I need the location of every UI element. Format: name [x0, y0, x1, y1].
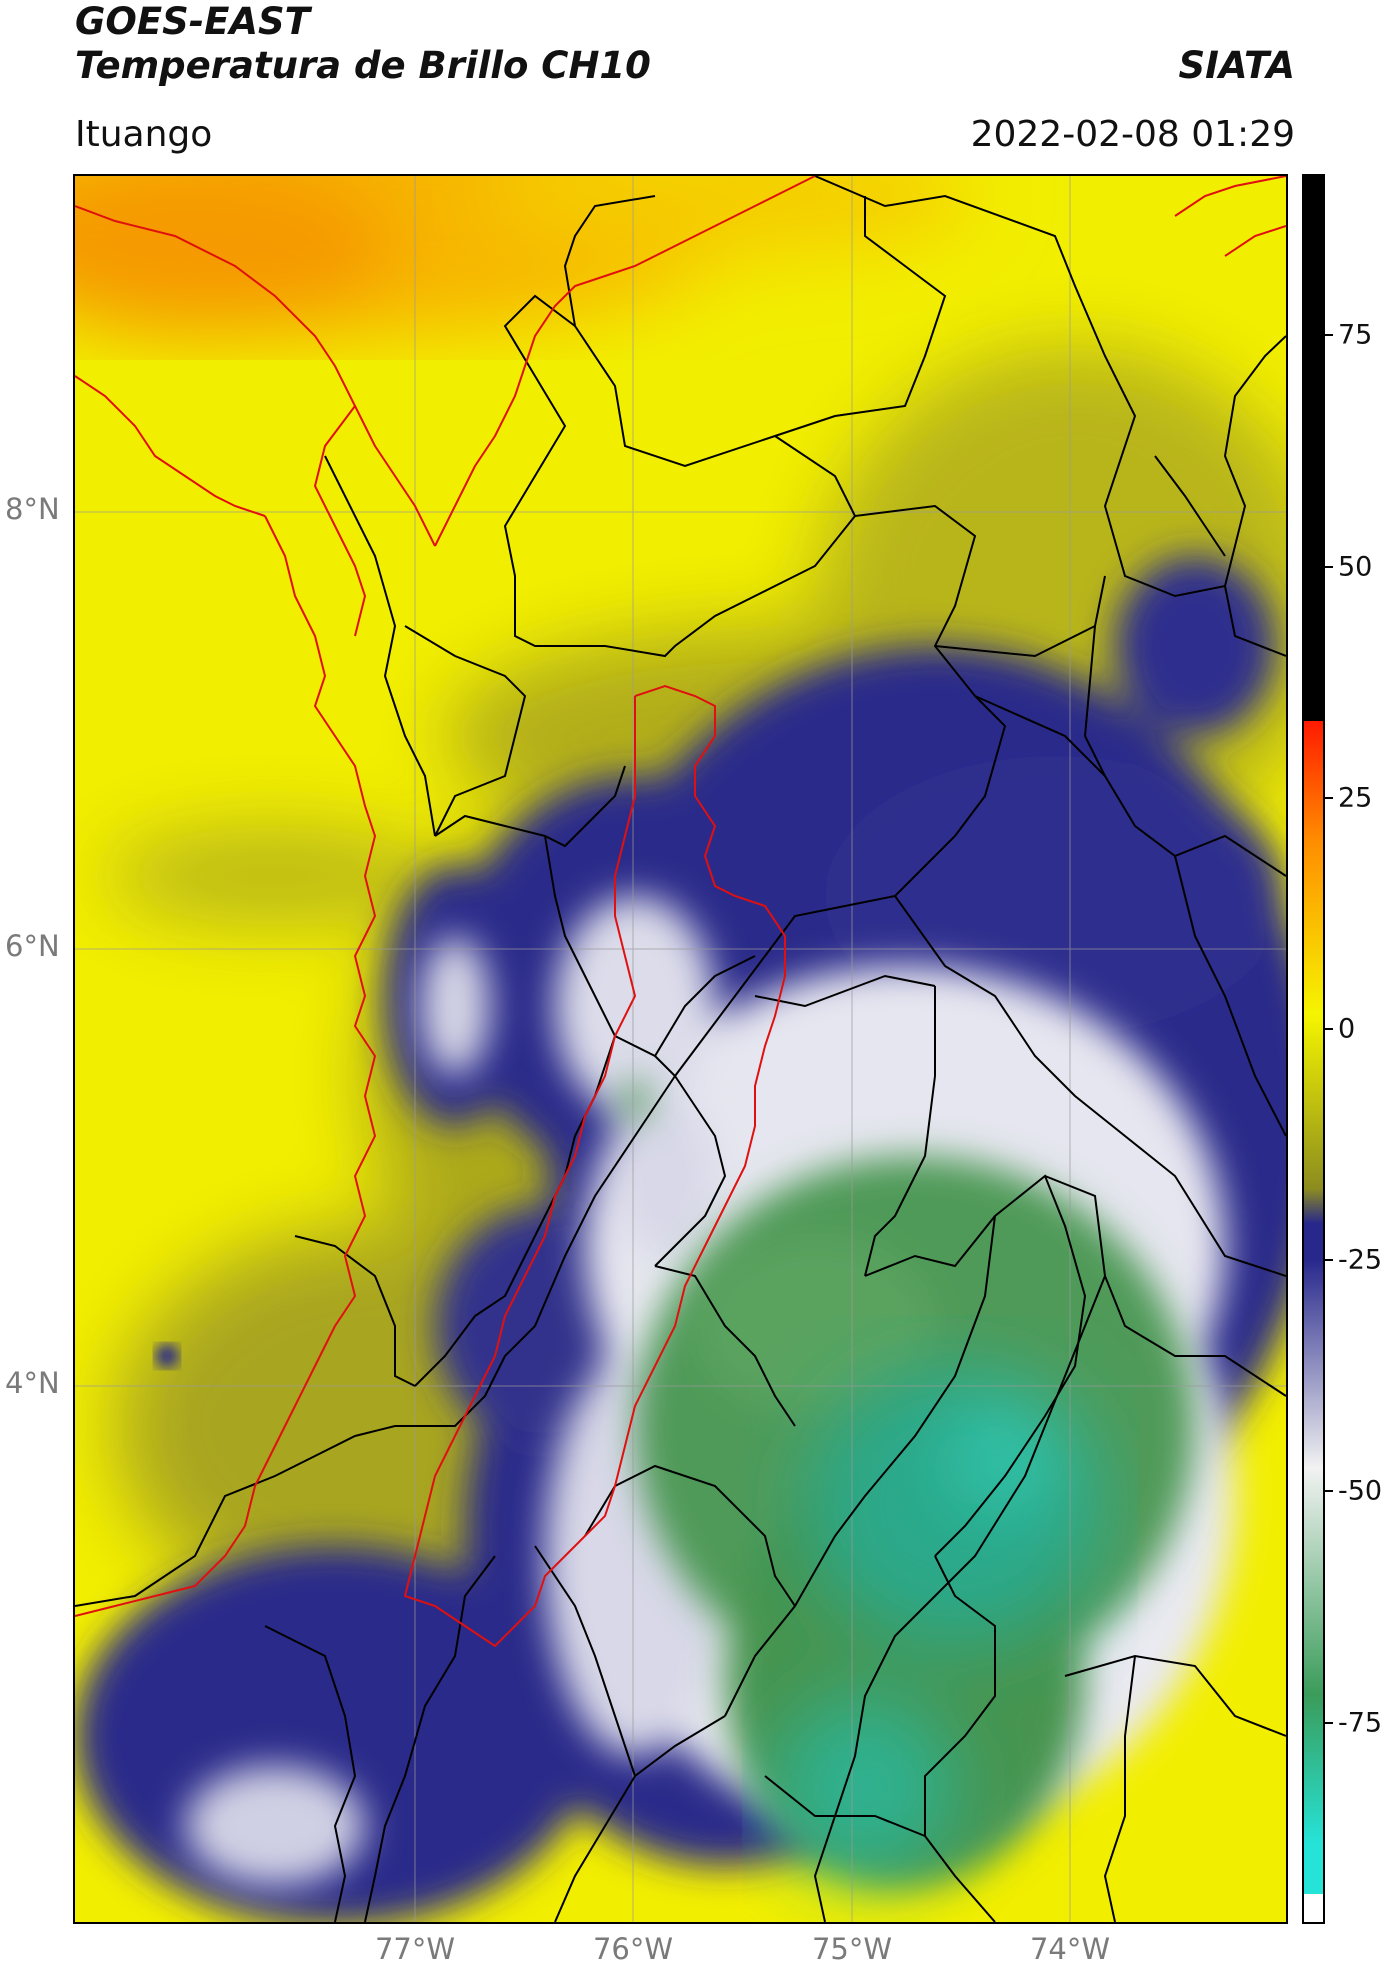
colorbar-tick — [1325, 1028, 1333, 1030]
colorbar-tick — [1325, 566, 1333, 568]
colorbar — [1302, 174, 1325, 1924]
lon-label-77w: 77°W — [374, 1932, 456, 1966]
lat-label-4n: 4°N — [5, 1366, 60, 1400]
satellite-map — [75, 176, 1286, 1922]
colorbar-label-0: 0 — [1338, 1013, 1356, 1045]
colorbar-label-neg25: -25 — [1338, 1244, 1383, 1276]
colorbar-label-neg50: -50 — [1338, 1475, 1383, 1507]
product-title: Temperatura de Brillo CH10 — [75, 44, 651, 87]
organization-label: SIATA — [1178, 44, 1295, 87]
graticule — [75, 176, 1286, 1922]
colorbar-tick — [1325, 797, 1333, 799]
coastline — [75, 176, 1286, 1648]
lat-label-8n: 8°N — [5, 492, 60, 526]
lat-label-6n: 6°N — [5, 929, 60, 963]
datetime-label: 2022-02-08 01:29 — [970, 114, 1295, 155]
colorbar-tick — [1325, 1722, 1333, 1724]
lon-label-75w: 75°W — [811, 1932, 893, 1966]
colorbar-label-75: 75 — [1338, 319, 1373, 351]
colorbar-label-neg75: -75 — [1338, 1707, 1383, 1739]
satellite-title: GOES-EAST — [75, 0, 310, 43]
map-panel — [73, 174, 1288, 1924]
colorbar-tick — [1325, 1490, 1333, 1492]
lon-label-74w: 74°W — [1029, 1932, 1111, 1966]
colorbar-label-25: 25 — [1338, 782, 1373, 814]
department-boundaries — [75, 176, 1286, 1922]
isolated-cloud — [155, 1344, 179, 1368]
colorbar-label-50: 50 — [1338, 551, 1373, 583]
colorbar-tick — [1325, 1259, 1333, 1261]
lon-label-76w: 76°W — [592, 1932, 674, 1966]
location-label: Ituango — [75, 114, 213, 155]
colorbar-tick — [1325, 334, 1333, 336]
